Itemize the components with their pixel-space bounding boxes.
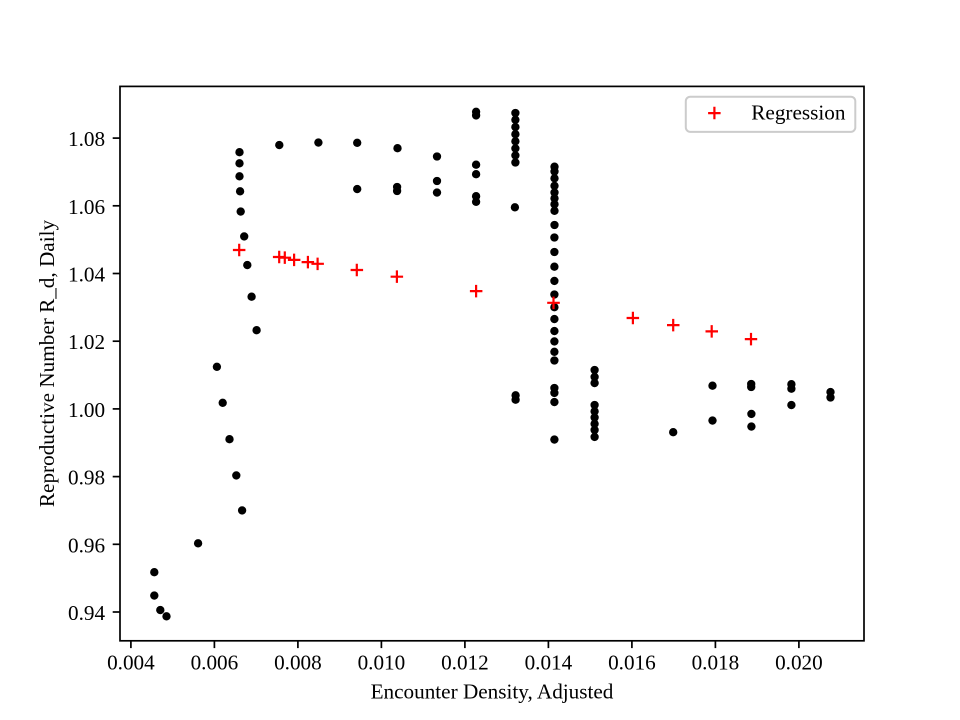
svg-text:1.06: 1.06 [68,195,105,219]
svg-text:0.96: 0.96 [68,533,105,557]
svg-text:1.08: 1.08 [68,127,105,151]
svg-text:0.008: 0.008 [274,651,322,675]
svg-text:Reproductive Number R_d, Daily: Reproductive Number R_d, Daily [35,220,59,508]
svg-text:Encounter Density, Adjusted: Encounter Density, Adjusted [371,679,614,703]
svg-text:1.00: 1.00 [68,398,105,422]
svg-text:0.014: 0.014 [525,651,573,675]
svg-text:0.004: 0.004 [107,651,155,675]
svg-text:0.016: 0.016 [608,651,656,675]
svg-text:0.98: 0.98 [68,466,105,490]
svg-text:0.94: 0.94 [68,601,105,625]
svg-text:1.04: 1.04 [68,263,105,287]
svg-text:Regression: Regression [751,101,846,125]
svg-text:0.012: 0.012 [441,651,489,675]
svg-text:0.020: 0.020 [775,651,823,675]
svg-text:0.010: 0.010 [358,651,406,675]
svg-text:1.02: 1.02 [68,330,105,354]
svg-text:0.006: 0.006 [191,651,239,675]
svg-text:0.018: 0.018 [692,651,740,675]
